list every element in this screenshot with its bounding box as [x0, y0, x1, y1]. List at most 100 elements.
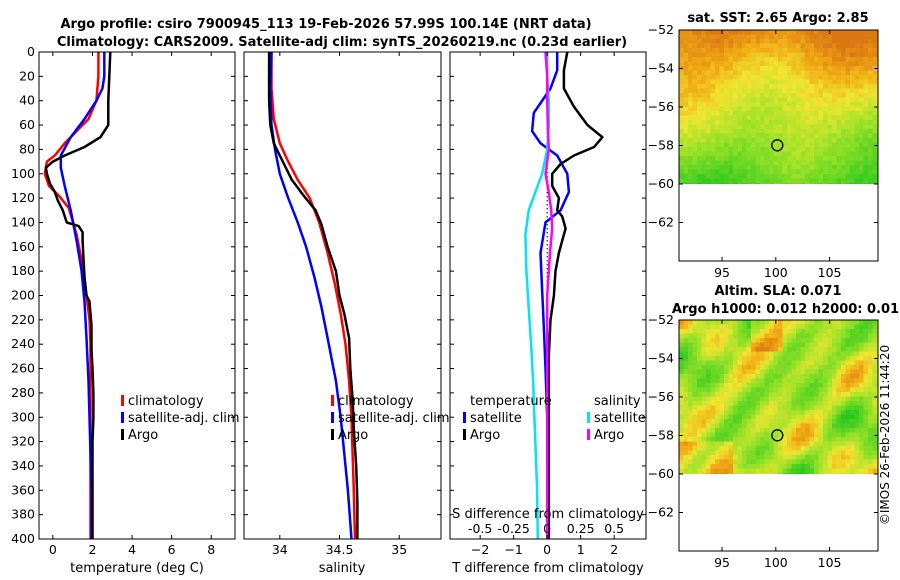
sla-cell: [710, 450, 716, 456]
sst-cell: [868, 142, 873, 148]
sla-cell: [818, 387, 824, 393]
sst-cell: [683, 84, 689, 89]
sla-cell: [728, 432, 734, 438]
sla-cell: [872, 387, 878, 393]
sst-cell: [764, 156, 770, 161]
sla-cell: [751, 329, 756, 334]
sla-cell: [868, 396, 873, 402]
sst-cell: [782, 183, 788, 184]
sla-cell: [859, 329, 864, 334]
sla-cell: [814, 378, 819, 384]
sla-cell: [872, 432, 878, 438]
sst-cell: [868, 151, 873, 157]
sla-cell: [827, 324, 833, 330]
sst-cell: [787, 178, 792, 184]
sst-cell: [778, 88, 783, 94]
sla-cell: [773, 374, 779, 379]
sst-cell: [706, 133, 711, 139]
sla-cell: [809, 369, 815, 375]
sla-cell: [827, 392, 833, 397]
sla-cell: [800, 468, 806, 474]
sla-cell: [823, 405, 828, 411]
sla-cell: [791, 405, 797, 411]
sla-cell: [724, 333, 729, 339]
x-tick-label: 34.5: [326, 542, 354, 557]
sla-cell: [814, 468, 819, 474]
sst-cell: [814, 52, 819, 58]
sst-cell: [872, 79, 878, 85]
sst-cell: [827, 183, 833, 184]
sla-cell: [773, 450, 779, 456]
sla-cell: [841, 396, 846, 402]
sst-cell: [755, 120, 761, 125]
sla-map-title-line1: Altim. SLA: 0.071: [715, 284, 842, 299]
sla-cell: [683, 455, 689, 460]
sst-cell: [715, 48, 720, 53]
legend-swatch-climatology: [331, 395, 334, 406]
sst-cell: [778, 66, 783, 71]
sst-cell: [787, 169, 792, 175]
sla-cell: [778, 401, 783, 406]
sst-cell: [742, 70, 747, 76]
sst-cell: [859, 70, 864, 76]
sst-cell: [854, 84, 860, 89]
sla-cell: [787, 324, 792, 330]
sst-cell: [692, 88, 698, 94]
sst-cell: [863, 142, 869, 148]
sst-cell: [814, 30, 819, 35]
sst-cell: [859, 147, 864, 152]
sst-cell: [854, 30, 860, 35]
sla-cell: [832, 369, 837, 375]
sla-cell: [841, 473, 846, 474]
sla-cell: [845, 446, 851, 451]
sla-cell: [778, 455, 783, 460]
sla-cell: [791, 423, 797, 429]
sla-cell: [683, 419, 689, 424]
sst-cell: [751, 30, 756, 35]
sst-cell: [854, 48, 860, 53]
sla-cell: [728, 365, 734, 370]
sla-cell: [710, 333, 716, 339]
lat-tick-label: −60: [648, 176, 674, 191]
sst-cell: [782, 156, 788, 161]
sst-cell: [697, 34, 702, 40]
sla-cell: [742, 428, 747, 433]
sla-cell: [787, 401, 792, 406]
sst-cell: [755, 174, 761, 179]
sla-cell: [742, 383, 747, 388]
sla-cell: [791, 356, 797, 361]
sla-cell: [845, 437, 851, 442]
sla-cell: [692, 473, 698, 474]
sst-cell: [850, 174, 855, 179]
sst-cell: [737, 79, 743, 85]
sla-cell: [845, 473, 851, 474]
sla-cell: [773, 410, 779, 415]
lat-tick-label: −58: [648, 138, 674, 153]
sst-cell: [814, 106, 819, 112]
sst-cell: [845, 111, 851, 116]
sla-cell: [850, 333, 855, 339]
sla-cell: [868, 410, 873, 415]
sla-cell: [872, 450, 878, 456]
sst-cell: [697, 79, 702, 85]
sla-cell: [809, 342, 815, 348]
sst-cell: [697, 102, 702, 107]
sst-cell: [845, 84, 851, 89]
sst-cell: [764, 93, 770, 98]
sla-cell: [683, 320, 689, 325]
sla-cell: [872, 342, 878, 348]
sla-cell: [850, 369, 855, 375]
sst-cell: [751, 129, 756, 134]
sla-cell: [706, 459, 711, 465]
x-tick-label: 8: [207, 542, 215, 557]
sst-cell: [701, 84, 707, 89]
sst-cell: [688, 52, 693, 58]
sla-cell: [728, 437, 734, 442]
sst-cell: [782, 61, 788, 67]
sst-cell: [872, 147, 878, 152]
sst-cell: [728, 183, 734, 184]
sla-cell: [859, 383, 864, 388]
sla-cell: [778, 369, 783, 375]
sst-cell: [823, 84, 828, 89]
sla-cell: [719, 324, 725, 330]
